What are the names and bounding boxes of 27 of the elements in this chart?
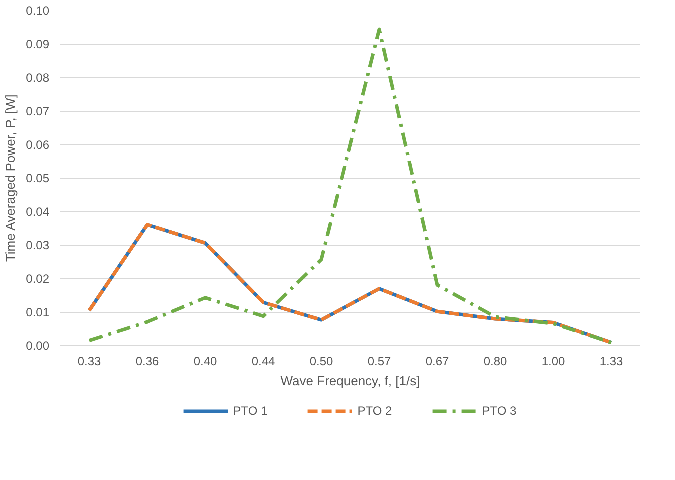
legend-label: PTO 3 [482,404,517,418]
legend-label: PTO 2 [358,404,392,418]
x-tick-label: 0.80 [484,354,508,368]
legend-label: PTO 1 [233,404,268,418]
y-tick-label: 0.09 [26,38,50,52]
x-tick-label: 0.40 [194,354,218,368]
y-tick-label: 0.00 [26,339,50,353]
x-tick-label: 0.44 [252,354,276,368]
y-tick-label: 0.10 [26,4,50,18]
y-tick-label: 0.04 [26,205,50,219]
y-tick-label: 0.06 [26,138,50,152]
y-tick-label: 0.02 [26,272,50,286]
x-tick-label: 1.00 [542,354,566,368]
x-tick-label: 0.57 [368,354,392,368]
y-tick-label: 0.03 [26,238,50,252]
x-tick-label: 0.33 [78,354,102,368]
x-axis-title: Wave Frequency, f, [1/s] [280,374,420,388]
x-tick-label: 0.50 [310,354,334,368]
y-tick-label: 0.08 [26,71,50,85]
x-tick-label: 0.67 [426,354,450,368]
y-tick-label: 0.05 [26,172,50,186]
y-axis-title: Time Averaged Power, P, [W] [3,94,18,262]
x-tick-label: 0.36 [136,354,160,368]
y-tick-label: 0.07 [26,104,50,118]
y-tick-label: 0.01 [26,306,50,320]
x-tick-label: 1.33 [600,354,624,368]
line-series [88,28,614,345]
